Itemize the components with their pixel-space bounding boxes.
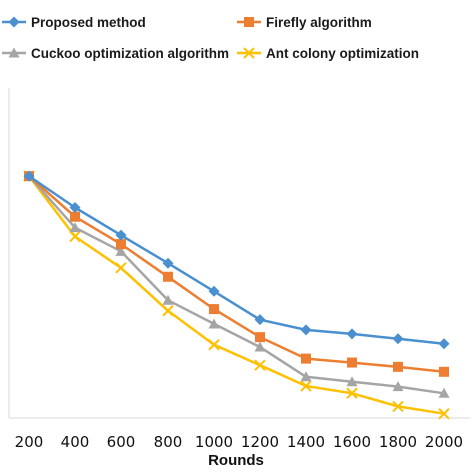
series-cuckoo-optimization-algorithm <box>23 170 450 398</box>
data-point-proposed-method-1600 <box>346 328 358 340</box>
x-tick-label: 1600 <box>333 433 371 451</box>
legend-swatch-marker <box>244 17 254 27</box>
legend-swatch-marker <box>243 47 255 59</box>
legend: Proposed method Firefly algorithm Cuckoo o… <box>2 15 419 61</box>
data-point-proposed-method-1400 <box>300 324 312 336</box>
x-tick-label: 1200 <box>241 433 279 451</box>
data-point-firefly-algorithm-1200 <box>255 332 265 343</box>
x-tick-label: 400 <box>61 433 90 451</box>
legend-swatch-marker <box>8 47 20 58</box>
data-point-ant-colony-optimization-1800 <box>392 400 404 413</box>
data-point-ant-colony-optimization-400 <box>69 230 81 243</box>
legend-item-cuckoo-optimization-algorithm: Cuckoo optimization algorithm <box>2 46 229 61</box>
data-point-cuckoo-optimization-algorithm-600 <box>115 245 127 256</box>
data-point-ant-colony-optimization-800 <box>162 305 174 317</box>
legend-label: Cuckoo optimization algorithm <box>31 46 229 61</box>
x-tick-label: 200 <box>15 433 44 451</box>
data-point-firefly-algorithm-1600 <box>347 357 357 368</box>
data-point-ant-colony-optimization-2000 <box>438 408 450 420</box>
data-point-firefly-algorithm-400 <box>70 211 80 222</box>
series-line-proposed-method <box>28 175 445 346</box>
data-point-ant-colony-optimization-1200 <box>254 359 266 371</box>
plot-area <box>23 170 450 420</box>
x-tick-labels: 200 400 600 800 1000 1200 1400 1600 1800 2000 <box>15 433 463 451</box>
data-point-firefly-algorithm-1400 <box>301 353 311 364</box>
legend-label: Proposed method <box>31 15 146 30</box>
x-tick-label: 600 <box>107 433 136 451</box>
legend-swatch-marker <box>8 16 20 28</box>
legend-label: Ant colony optimization <box>266 46 419 61</box>
data-point-proposed-method-600 <box>115 229 127 241</box>
data-point-proposed-method-1000 <box>208 285 220 297</box>
series-line-cuckoo-optimization-algorithm <box>28 175 445 395</box>
x-tick-label: 1400 <box>287 433 325 451</box>
data-point-cuckoo-optimization-algorithm-1400 <box>300 371 312 382</box>
data-point-proposed-method-400 <box>69 201 81 213</box>
data-point-ant-colony-optimization-1400 <box>300 380 312 392</box>
data-point-cuckoo-optimization-algorithm-1000 <box>208 318 220 329</box>
data-point-ant-colony-optimization-1600 <box>346 387 358 399</box>
data-point-cuckoo-optimization-algorithm-1200 <box>254 341 266 352</box>
x-tick-label: 1000 <box>195 433 233 451</box>
data-point-firefly-algorithm-600 <box>116 239 126 250</box>
data-point-firefly-algorithm-1800 <box>393 361 403 372</box>
legend-item-proposed-method: Proposed method <box>2 15 146 30</box>
data-point-proposed-method-1800 <box>392 333 404 345</box>
data-point-cuckoo-optimization-algorithm-2000 <box>438 387 450 398</box>
x-axis-title: Rounds <box>208 452 264 469</box>
data-point-cuckoo-optimization-algorithm-1800 <box>392 381 404 392</box>
data-point-cuckoo-optimization-algorithm-1600 <box>346 376 358 387</box>
data-point-proposed-method-800 <box>162 257 174 269</box>
data-point-firefly-algorithm-800 <box>163 271 173 282</box>
data-point-ant-colony-optimization-1000 <box>208 339 220 351</box>
data-point-cuckoo-optimization-algorithm-400 <box>69 222 81 233</box>
series-ant-colony-optimization <box>23 170 450 420</box>
data-point-proposed-method-1200 <box>254 314 266 326</box>
data-point-ant-colony-optimization-600 <box>115 262 127 274</box>
legend-label: Firefly algorithm <box>266 15 372 30</box>
series-line-firefly-algorithm <box>28 175 445 374</box>
legend-item-firefly-algorithm: Firefly algorithm <box>237 15 372 30</box>
data-point-proposed-method-2000 <box>438 338 450 350</box>
legend-item-ant-colony-optimization: Ant colony optimization <box>237 46 419 61</box>
series-line-ant-colony-optimization <box>28 175 445 415</box>
data-point-proposed-method-200 <box>23 170 35 182</box>
series-proposed-method <box>23 170 450 350</box>
x-tick-label: 2000 <box>425 433 463 451</box>
data-point-cuckoo-optimization-algorithm-800 <box>162 294 174 305</box>
data-point-firefly-algorithm-1000 <box>209 304 219 315</box>
series-firefly-algorithm <box>24 171 449 377</box>
x-tick-label: 1800 <box>379 433 417 451</box>
data-point-firefly-algorithm-2000 <box>439 366 449 377</box>
x-tick-label: 800 <box>154 433 183 451</box>
